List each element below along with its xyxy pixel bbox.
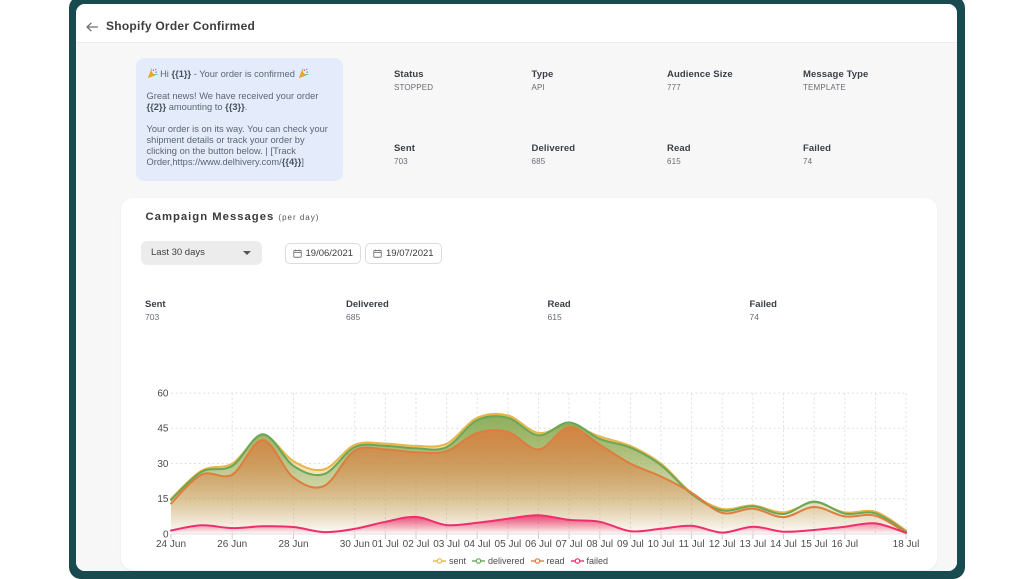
svg-text:06 Jul: 06 Jul bbox=[525, 539, 552, 550]
svg-text:18 Jul: 18 Jul bbox=[893, 539, 920, 550]
svg-text:28 Jun: 28 Jun bbox=[278, 539, 308, 550]
svg-text:14 Jul: 14 Jul bbox=[770, 539, 797, 550]
svg-text:16 Jul: 16 Jul bbox=[831, 539, 858, 550]
svg-text:60: 60 bbox=[157, 389, 169, 400]
svg-text:30 Jun: 30 Jun bbox=[340, 539, 370, 550]
svg-text:13 Jul: 13 Jul bbox=[740, 539, 767, 550]
svg-text:11 Jul: 11 Jul bbox=[679, 539, 705, 550]
svg-text:30: 30 bbox=[157, 459, 169, 470]
svg-text:15: 15 bbox=[157, 494, 169, 505]
svg-text:05 Jul: 05 Jul bbox=[495, 539, 522, 550]
svg-text:24 Jun: 24 Jun bbox=[156, 539, 186, 550]
svg-text:04 Jul: 04 Jul bbox=[464, 539, 491, 550]
svg-text:0: 0 bbox=[163, 529, 169, 540]
svg-text:12 Jul: 12 Jul bbox=[709, 539, 736, 550]
svg-text:45: 45 bbox=[157, 424, 169, 435]
svg-text:09 Jul: 09 Jul bbox=[617, 539, 644, 550]
svg-text:02 Jul: 02 Jul bbox=[403, 539, 430, 550]
svg-text:15 Jul: 15 Jul bbox=[801, 539, 828, 550]
svg-text:08 Jul: 08 Jul bbox=[586, 539, 613, 550]
svg-text:26 Jun: 26 Jun bbox=[217, 539, 247, 550]
svg-text:01 Jul: 01 Jul bbox=[372, 539, 399, 550]
svg-text:10 Jul: 10 Jul bbox=[648, 539, 675, 550]
svg-text:03 Jul: 03 Jul bbox=[433, 539, 460, 550]
svg-text:07 Jul: 07 Jul bbox=[556, 539, 583, 550]
